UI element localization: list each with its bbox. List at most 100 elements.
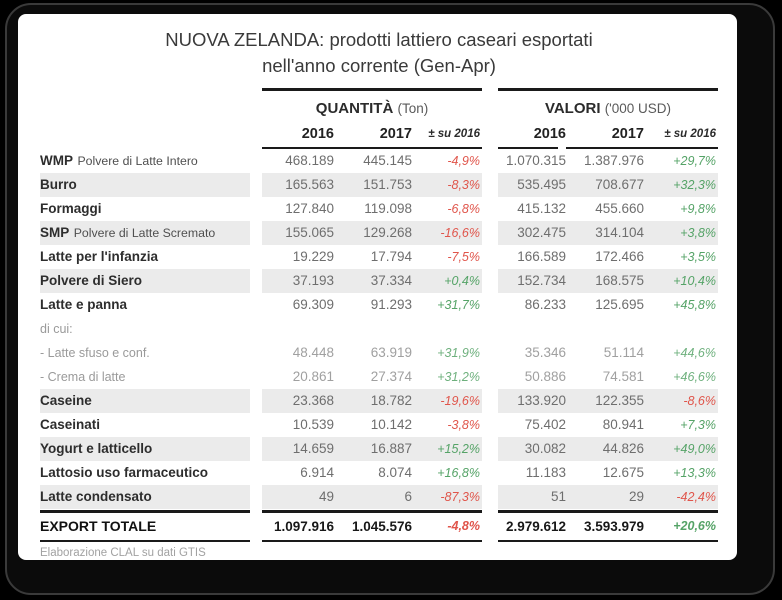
total-label: EXPORT TOTALE bbox=[40, 518, 157, 534]
column-gap bbox=[250, 269, 262, 293]
product-label-cell: Burro bbox=[40, 173, 250, 197]
total-bottom-rule-label bbox=[40, 540, 250, 542]
table-row: - Crema di latte 20.861 27.374 +31,2% 50… bbox=[40, 365, 718, 389]
column-gap bbox=[250, 413, 262, 437]
quantity-group-header: QUANTITÀ (Ton) bbox=[262, 98, 482, 120]
value-2016-cell: 152.734 bbox=[498, 269, 566, 293]
value-group-unit: ('000 USD) bbox=[604, 101, 672, 116]
quantity-delta-cell: -6,8% bbox=[447, 202, 480, 216]
column-gap bbox=[250, 461, 262, 485]
quantity-2016-cell: 19.229 bbox=[292, 249, 334, 264]
table-row: Caseine 23.368 18.782 -19,6% 133.920 122… bbox=[40, 389, 718, 413]
column-gap bbox=[250, 197, 262, 221]
quantity-2016-cell: 165.563 bbox=[262, 173, 334, 197]
label-column-header bbox=[40, 123, 250, 145]
total-label-cell: EXPORT TOTALE bbox=[40, 513, 250, 540]
value-delta-cell: +3,8% bbox=[644, 221, 718, 245]
column-gap bbox=[250, 149, 262, 173]
product-name: Lattosio uso farmaceutico bbox=[40, 465, 209, 480]
source-note: Elaborazione CLAL su dati GTIS bbox=[40, 547, 206, 559]
column-gap bbox=[250, 123, 262, 145]
quantity-2017-cell: 8.074 bbox=[378, 465, 412, 480]
table-row: Formaggi 127.840 119.098 -6,8% 415.132 4… bbox=[40, 197, 718, 221]
value-2017-cell: 29 bbox=[566, 485, 644, 509]
total-top-rules bbox=[40, 510, 718, 513]
table-row: Latte per l'infanzia 19.229 17.794 -7,5%… bbox=[40, 245, 718, 269]
quantity-2017-cell: 129.268 bbox=[334, 221, 412, 245]
value-2017-cell: 122.355 bbox=[566, 389, 644, 413]
product-label-cell: di cui: bbox=[40, 317, 250, 341]
value-2017-cell: 74.581 bbox=[602, 369, 644, 384]
quantity-2017-header: 2017 bbox=[379, 126, 412, 142]
total-quantity-2017: 1.045.576 bbox=[351, 519, 412, 534]
quantity-delta-cell: -3,8% bbox=[447, 418, 480, 432]
table-row: Caseinati 10.539 10.142 -3,8% 75.402 80.… bbox=[40, 413, 718, 437]
product-name: Latte condensato bbox=[40, 489, 152, 504]
product-name: Latte per l'infanzia bbox=[40, 249, 158, 264]
product-name: Caseine bbox=[40, 393, 92, 408]
product-label-cell: Caseinati bbox=[40, 413, 250, 437]
quantity-delta-header: ± su 2016 bbox=[428, 128, 480, 140]
product-label-cell: Latte condensato bbox=[40, 485, 250, 509]
value-2016-cell: 11.183 bbox=[525, 465, 566, 480]
total-top-rule-value bbox=[498, 510, 718, 513]
total-bottom-rule-quantity bbox=[262, 540, 482, 542]
quantity-delta-cell: -8,3% bbox=[412, 173, 482, 197]
value-delta-header: ± su 2016 bbox=[664, 128, 716, 140]
product-name: SMP bbox=[40, 225, 70, 240]
value-2017-cell: 51.114 bbox=[603, 345, 644, 360]
column-gap bbox=[482, 389, 498, 413]
quantity-2017-cell: 16.887 bbox=[334, 437, 412, 461]
column-header-row: 2016 2017 ± su 2016 2016 2017 ± su 2016 bbox=[40, 123, 718, 145]
product-name: - Latte sfuso e conf. bbox=[40, 346, 150, 360]
quantity-delta-cell: -7,5% bbox=[447, 250, 480, 264]
value-2016-cell: 86.233 bbox=[524, 297, 566, 312]
quantity-2017-cell: 18.782 bbox=[334, 389, 412, 413]
column-gap bbox=[250, 365, 262, 389]
table-row: Latte e panna 69.309 91.293 +31,7% 86.23… bbox=[40, 293, 718, 317]
quantity-2017-cell bbox=[334, 317, 412, 341]
value-delta-cell: +3,5% bbox=[680, 250, 716, 264]
value-2016-cell: 35.346 bbox=[524, 345, 566, 360]
value-2017-cell: 168.575 bbox=[566, 269, 644, 293]
quantity-delta-cell bbox=[412, 317, 482, 341]
value-group-header: VALORI ('000 USD) bbox=[498, 98, 718, 120]
column-gap bbox=[482, 485, 498, 509]
header-bottom-rules bbox=[40, 147, 718, 149]
column-gap bbox=[250, 317, 262, 341]
column-gap bbox=[482, 123, 498, 145]
column-gap bbox=[482, 413, 498, 437]
value-2017-cell: 455.660 bbox=[595, 201, 644, 216]
product-label-cell: WMP Polvere di Latte Intero bbox=[40, 149, 250, 173]
column-gap bbox=[482, 365, 498, 389]
quantity-2016-cell: 14.659 bbox=[262, 437, 334, 461]
total-value-2016: 2.979.612 bbox=[505, 519, 566, 534]
total-value-2017: 3.593.979 bbox=[583, 519, 644, 534]
value-2016-cell: 51 bbox=[498, 485, 566, 509]
value-2016-cell: 166.589 bbox=[517, 249, 566, 264]
value-delta-cell: +45,8% bbox=[673, 298, 716, 312]
value-2016-cell bbox=[498, 317, 566, 341]
quantity-2016-cell: 48.448 bbox=[292, 345, 334, 360]
table-body: WMP Polvere di Latte Intero 468.189 445.… bbox=[40, 149, 718, 509]
quantity-delta-cell: +31,2% bbox=[437, 370, 480, 384]
column-gap bbox=[482, 245, 498, 269]
value-delta-cell: +49,0% bbox=[644, 437, 718, 461]
product-name: Burro bbox=[40, 177, 77, 192]
column-gap bbox=[482, 437, 498, 461]
product-label-cell: Latte e panna bbox=[40, 293, 250, 317]
product-label-cell: Caseine bbox=[40, 389, 250, 413]
total-bottom-rules bbox=[40, 540, 718, 542]
column-gap bbox=[250, 221, 262, 245]
value-delta-cell: -8,6% bbox=[644, 389, 718, 413]
total-row: EXPORT TOTALE 1.097.916 1.045.576 -4,8% … bbox=[40, 513, 718, 540]
product-description: Polvere di Latte Intero bbox=[77, 154, 198, 168]
column-gap bbox=[482, 221, 498, 245]
quantity-2017-cell: 27.374 bbox=[370, 369, 412, 384]
column-gap bbox=[482, 197, 498, 221]
value-top-rule bbox=[498, 88, 718, 91]
column-gap bbox=[482, 341, 498, 365]
value-2016-cell: 415.132 bbox=[517, 201, 566, 216]
product-label-cell: Latte per l'infanzia bbox=[40, 245, 250, 269]
quantity-2017-cell: 6 bbox=[334, 485, 412, 509]
